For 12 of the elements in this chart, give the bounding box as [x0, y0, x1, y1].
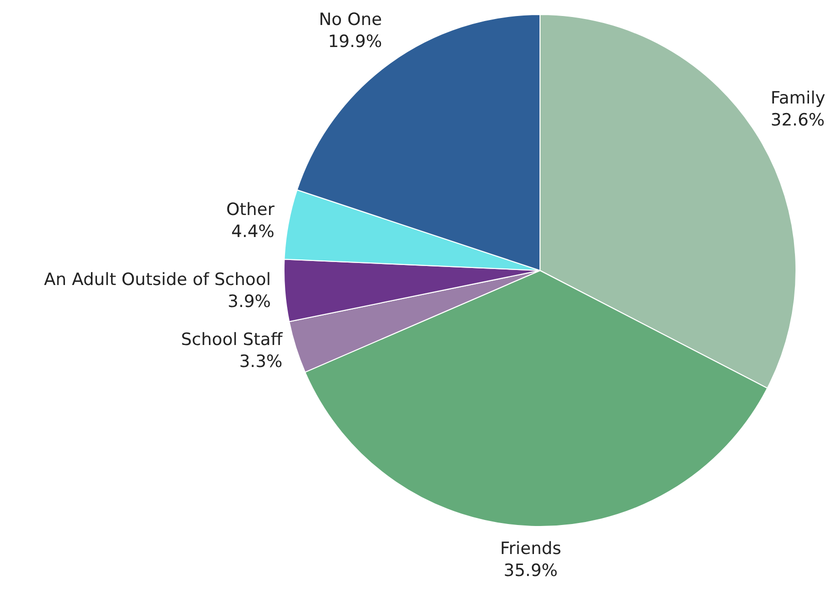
data-label: 32.6% [770, 110, 825, 131]
slice-label: Friends [500, 538, 562, 559]
data-label: 3.9% [228, 292, 271, 312]
slice-label: School Staff [181, 330, 284, 350]
slice-label: No One [318, 10, 382, 30]
slice-label: An Adult Outside of School [44, 270, 271, 290]
data-label: 3.3% [239, 352, 282, 372]
data-label: 4.4% [231, 222, 274, 242]
data-label: 35.9% [504, 560, 558, 581]
data-label: 19.9% [328, 32, 382, 52]
slice-label: Other [226, 200, 274, 220]
slice-label: Family [770, 88, 826, 109]
